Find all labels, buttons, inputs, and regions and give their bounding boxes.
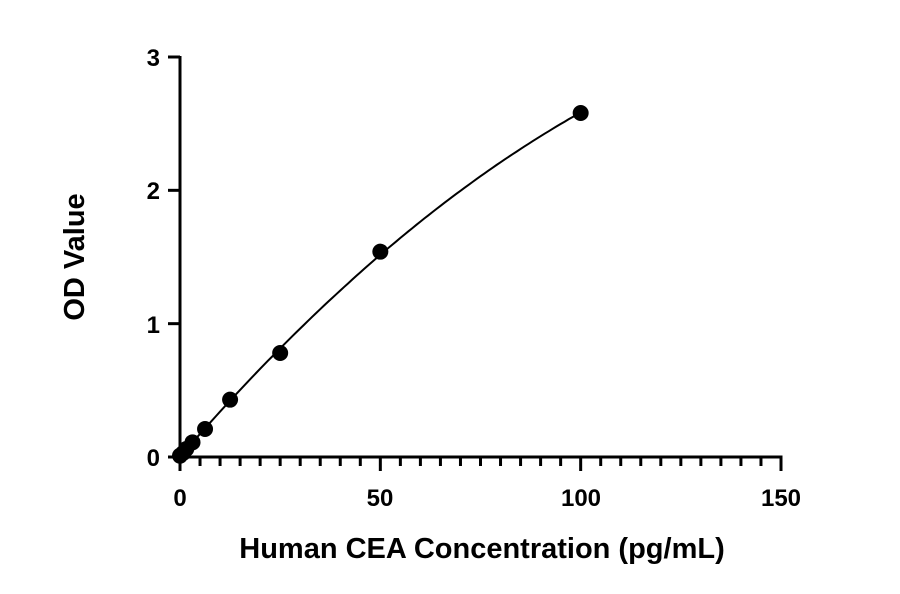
x-tick-label-50: 50	[367, 485, 394, 512]
y-tick-label-1: 1	[147, 312, 160, 339]
data-point	[222, 391, 239, 408]
y-tick-label-2: 2	[147, 178, 160, 205]
x-tick-label-0: 0	[173, 485, 186, 512]
x-tick-label-150: 150	[761, 485, 801, 512]
x-axis	[168, 455, 783, 471]
data-point	[372, 243, 389, 260]
x-tick-label-100: 100	[561, 485, 601, 512]
y-tick-label-0: 0	[147, 445, 160, 472]
fit-curve	[179, 111, 582, 458]
x-tick-labels: 0 50 100 150	[173, 485, 801, 512]
x-axis-title: Human CEA Concentration (pg/mL)	[239, 533, 724, 565]
data-point	[272, 345, 289, 361]
data-point	[184, 434, 201, 451]
y-tick-labels: 0 1 2 3	[147, 45, 160, 472]
y-axis-title: OD Value	[59, 193, 91, 320]
data-point	[197, 421, 214, 437]
y-axis	[168, 55, 182, 471]
data-points	[172, 105, 589, 464]
y-tick-label-3: 3	[147, 45, 160, 72]
data-point	[572, 105, 589, 121]
